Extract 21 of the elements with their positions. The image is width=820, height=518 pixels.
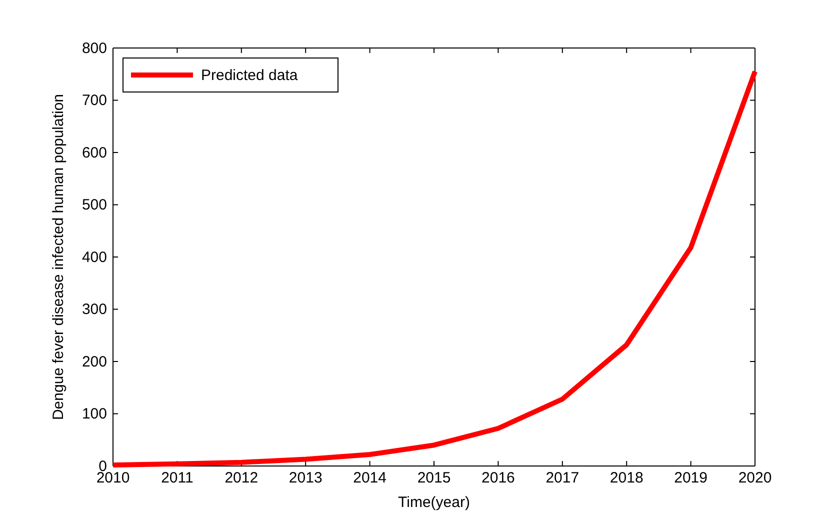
- x-tick-label: 2018: [610, 470, 644, 487]
- legend-label: Predicted data: [201, 67, 298, 84]
- x-tick-label: 2020: [738, 470, 772, 487]
- y-tick-label: 200: [82, 353, 107, 370]
- x-tick-label: 2012: [224, 470, 258, 487]
- y-tick-label: 100: [82, 406, 107, 423]
- y-axis-title: Dengue fever disease infected human population: [50, 94, 67, 420]
- x-tick-label: 2013: [288, 470, 322, 487]
- y-tick-label: 400: [82, 248, 107, 266]
- y-tick-label: 300: [82, 301, 107, 318]
- x-tick-label: 2017: [546, 470, 580, 487]
- x-tick-label: 2016: [482, 470, 515, 487]
- y-tick-label: 800: [82, 40, 107, 57]
- y-tick-label: 600: [82, 144, 107, 162]
- x-tick-label: 2011: [161, 470, 194, 487]
- y-tick-label: 700: [82, 92, 107, 110]
- x-axis-title: Time(year): [398, 494, 470, 511]
- y-tick-label: 500: [82, 196, 107, 214]
- x-tick-label: 2015: [417, 470, 451, 487]
- x-tick-label: 2019: [674, 470, 708, 487]
- x-tick-label: 2014: [353, 470, 386, 487]
